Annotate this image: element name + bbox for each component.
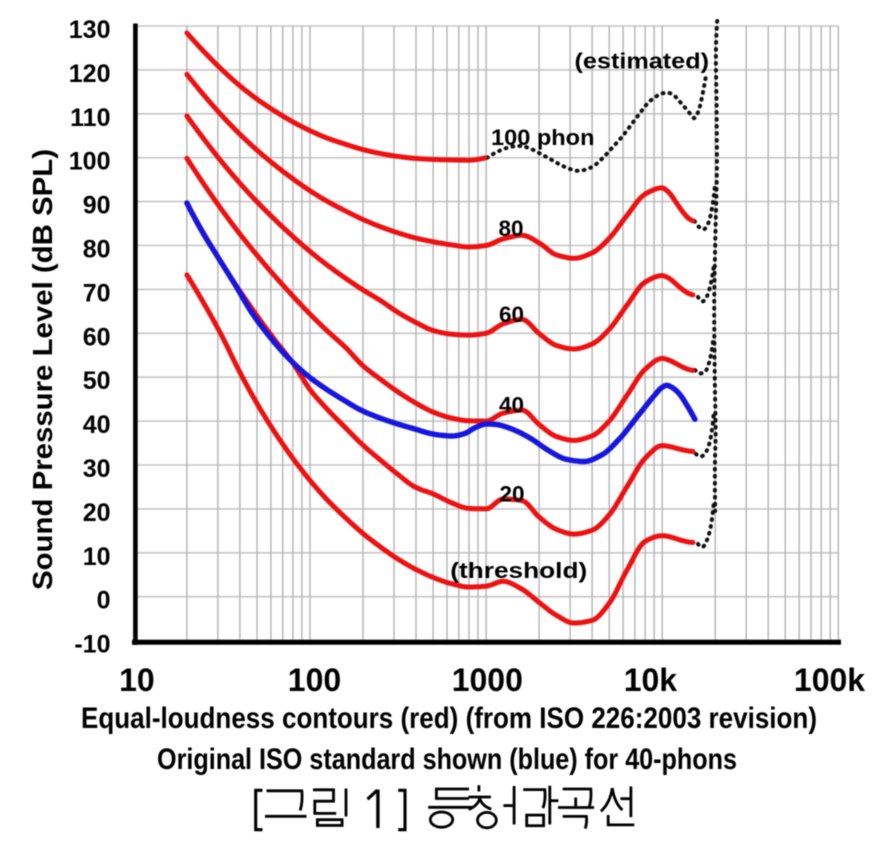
svg-text:70: 70	[83, 279, 111, 307]
svg-text:100: 100	[69, 148, 111, 176]
svg-text:80: 80	[83, 236, 111, 264]
svg-text:40: 40	[499, 393, 524, 418]
svg-text:0: 0	[97, 587, 111, 615]
svg-text:Sound Pressure Level (dB SPL): Sound Pressure Level (dB SPL)	[27, 149, 58, 590]
svg-text:100k: 100k	[794, 662, 865, 698]
svg-text:(threshold): (threshold)	[450, 558, 587, 583]
svg-text:10: 10	[119, 662, 155, 698]
svg-text:50: 50	[83, 367, 111, 395]
svg-text:110: 110	[70, 104, 110, 132]
svg-text:30: 30	[83, 455, 111, 483]
svg-text:20: 20	[83, 499, 111, 527]
svg-text:60: 60	[83, 323, 111, 351]
svg-text:40: 40	[83, 411, 111, 439]
svg-text:130: 130	[69, 16, 111, 44]
svg-text:100: 100	[288, 662, 341, 698]
svg-text:80: 80	[498, 216, 523, 241]
svg-text:-10: -10	[74, 631, 110, 659]
svg-text:20: 20	[499, 482, 524, 507]
svg-text:120: 120	[69, 60, 111, 88]
svg-text:10: 10	[83, 543, 111, 571]
svg-text:(estimated): (estimated)	[575, 48, 710, 73]
svg-text:100 phon: 100 phon	[491, 125, 595, 150]
svg-text:1000: 1000	[452, 662, 523, 698]
svg-text:10k: 10k	[624, 662, 678, 698]
svg-text:90: 90	[83, 192, 111, 220]
svg-text:60: 60	[499, 302, 524, 327]
svg-text:Equal-loudness contours (red): Equal-loudness contours (red) (from ISO …	[81, 702, 817, 735]
svg-text:Original ISO standard shown (b: Original ISO standard shown (blue) for 4…	[157, 743, 737, 776]
